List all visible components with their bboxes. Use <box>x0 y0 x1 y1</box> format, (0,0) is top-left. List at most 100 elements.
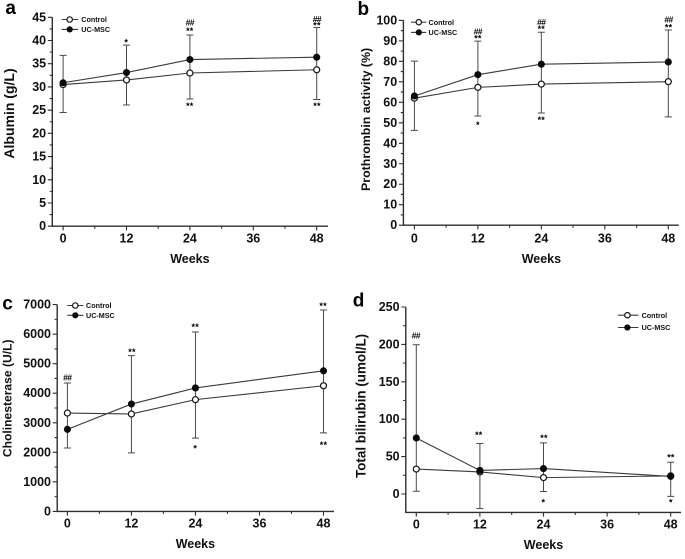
svg-text:Control: Control <box>86 301 112 310</box>
svg-text:*: * <box>195 322 199 332</box>
svg-text:100: 100 <box>376 13 397 27</box>
svg-text:Weeks: Weeks <box>522 252 561 266</box>
svg-text:*: * <box>671 452 675 462</box>
svg-text:Control: Control <box>642 311 668 320</box>
svg-text:12: 12 <box>471 231 485 245</box>
svg-text:90: 90 <box>383 34 397 48</box>
svg-text:*: * <box>476 120 480 130</box>
svg-text:UC-MSC: UC-MSC <box>642 323 671 332</box>
svg-text:Prothrombin activity (%): Prothrombin activity (%) <box>359 48 373 191</box>
svg-text:24: 24 <box>534 231 548 245</box>
svg-text:0: 0 <box>60 231 67 245</box>
svg-text:*: * <box>669 497 673 507</box>
svg-text:4000: 4000 <box>23 386 51 400</box>
svg-text:10: 10 <box>32 173 46 187</box>
svg-text:##: ## <box>63 372 72 382</box>
svg-text:36: 36 <box>246 231 260 245</box>
svg-text:*: * <box>186 101 190 111</box>
svg-text:UC-MSC: UC-MSC <box>429 28 458 37</box>
svg-text:UC-MSC: UC-MSC <box>81 25 110 34</box>
svg-text:48: 48 <box>664 518 678 532</box>
svg-text:*: * <box>323 440 327 450</box>
svg-text:##: ## <box>474 27 483 37</box>
svg-text:*: * <box>541 24 545 34</box>
svg-text:40: 40 <box>32 34 46 48</box>
svg-text:250: 250 <box>379 300 400 314</box>
svg-text:*: * <box>320 440 324 450</box>
svg-text:*: * <box>193 444 197 454</box>
svg-text:*: * <box>128 347 132 357</box>
svg-text:20: 20 <box>383 177 397 191</box>
svg-text:24: 24 <box>537 518 551 532</box>
svg-text:*: * <box>186 26 190 36</box>
svg-text:*: * <box>541 115 545 125</box>
svg-text:*: * <box>313 101 317 111</box>
svg-text:5: 5 <box>39 196 46 210</box>
svg-text:Weeks: Weeks <box>176 537 215 551</box>
svg-text:15: 15 <box>32 150 46 164</box>
svg-text:*: * <box>478 33 482 43</box>
svg-text:*: * <box>191 322 195 332</box>
svg-text:*: * <box>538 24 542 34</box>
svg-text:48: 48 <box>661 231 675 245</box>
svg-text:80: 80 <box>383 54 397 68</box>
svg-text:UC-MSC: UC-MSC <box>86 311 115 320</box>
svg-text:0: 0 <box>390 218 397 232</box>
svg-text:0: 0 <box>413 518 420 532</box>
svg-text:24: 24 <box>183 231 197 245</box>
svg-text:0: 0 <box>39 219 46 233</box>
svg-text:36: 36 <box>598 231 612 245</box>
svg-text:Control: Control <box>81 15 107 24</box>
svg-text:Weeks: Weeks <box>170 252 209 266</box>
svg-text:50: 50 <box>386 450 400 464</box>
svg-text:Albumin (g/L): Albumin (g/L) <box>1 68 17 158</box>
svg-text:*: * <box>667 452 671 462</box>
svg-text:*: * <box>190 101 194 111</box>
svg-text:*: * <box>475 430 479 440</box>
svg-text:Weeks: Weeks <box>524 538 563 552</box>
svg-text:0: 0 <box>411 231 418 245</box>
svg-text:*: * <box>323 301 327 311</box>
svg-text:*: * <box>190 26 194 36</box>
svg-text:##: ## <box>313 14 322 24</box>
svg-text:60: 60 <box>383 95 397 109</box>
svg-text:*: * <box>124 38 128 48</box>
svg-text:##: ## <box>664 15 673 25</box>
svg-text:*: * <box>313 21 317 31</box>
svg-text:d: d <box>353 291 365 312</box>
svg-text:48: 48 <box>310 231 324 245</box>
svg-text:*: * <box>319 301 323 311</box>
svg-text:3000: 3000 <box>23 416 51 430</box>
svg-text:0: 0 <box>393 487 400 501</box>
svg-text:100: 100 <box>379 412 400 426</box>
svg-text:50: 50 <box>383 116 397 130</box>
svg-text:0: 0 <box>44 504 51 518</box>
svg-text:*: * <box>474 33 478 43</box>
svg-text:*: * <box>479 430 483 440</box>
svg-text:*: * <box>540 433 544 443</box>
svg-text:c: c <box>2 293 13 314</box>
svg-text:70: 70 <box>383 75 397 89</box>
svg-text:12: 12 <box>473 518 487 532</box>
svg-text:150: 150 <box>379 375 400 389</box>
svg-text:*: * <box>538 115 542 125</box>
svg-text:36: 36 <box>253 517 267 531</box>
svg-text:*: * <box>544 433 548 443</box>
svg-text:##: ## <box>537 17 546 27</box>
svg-text:2000: 2000 <box>23 445 51 459</box>
svg-text:36: 36 <box>600 518 614 532</box>
svg-text:48: 48 <box>317 517 331 531</box>
svg-text:Control: Control <box>429 18 455 27</box>
svg-text:*: * <box>132 347 136 357</box>
svg-text:7000: 7000 <box>23 298 51 312</box>
svg-text:12: 12 <box>120 231 134 245</box>
svg-text:20: 20 <box>32 126 46 140</box>
svg-text:a: a <box>5 0 16 19</box>
svg-text:##: ## <box>412 331 421 341</box>
svg-text:25: 25 <box>32 103 46 117</box>
svg-text:0: 0 <box>64 517 71 531</box>
svg-text:Total bilirubin (umol/L): Total bilirubin (umol/L) <box>354 334 369 478</box>
svg-text:*: * <box>669 23 673 33</box>
svg-text:200: 200 <box>379 337 400 351</box>
svg-text:##: ## <box>186 18 195 28</box>
